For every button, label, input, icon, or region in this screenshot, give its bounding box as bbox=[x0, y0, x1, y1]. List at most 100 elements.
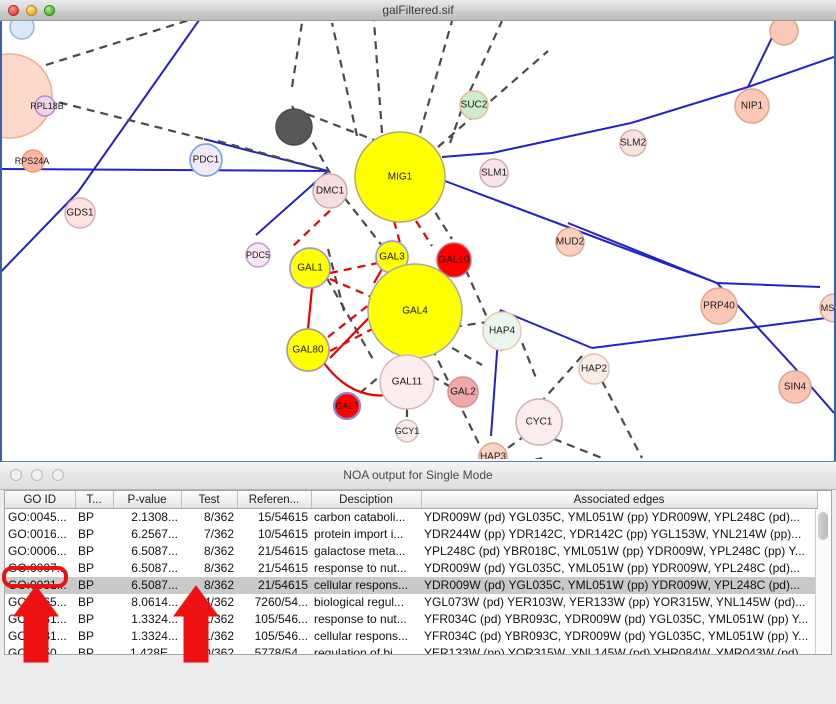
table-header-row: GO ID T... P-value Test Referen... Desciption… bbox=[5, 491, 818, 509]
cell-description: response to nut... bbox=[314, 561, 407, 575]
cell-reference: 21/54615 bbox=[257, 561, 308, 575]
cell-p_value: 6.5087... bbox=[131, 561, 178, 575]
cell-edges: YDR009W (pd) YGL035C, YML051W (pp) YDR00… bbox=[421, 577, 817, 594]
cell-p_value: 1.3324... bbox=[131, 629, 178, 643]
node-mud2[interactable] bbox=[555, 227, 585, 257]
column-header-edges[interactable]: Associated edges bbox=[421, 491, 818, 509]
cell-reference: 15/54615 bbox=[257, 510, 308, 524]
table-row[interactable]: GO:0031... BP 1.3324... 11/362 105/546... res… bbox=[5, 611, 817, 628]
cell-go_id: GO:0006... bbox=[8, 544, 67, 558]
node-topleft-blue[interactable] bbox=[9, 21, 35, 40]
table-row[interactable]: GO:0016... BP 6.2567... 7/362 10/54615 protei… bbox=[5, 526, 817, 543]
noa-close-icon[interactable] bbox=[10, 469, 22, 481]
cell-test: 8/362 bbox=[203, 561, 234, 575]
cell-test: 80/362 bbox=[197, 646, 234, 655]
node-label-rps24a: RPS24A bbox=[15, 156, 50, 166]
cell-description: response to nut... bbox=[314, 612, 407, 626]
cell-type: BP bbox=[78, 629, 95, 643]
node-unlabeled-pink[interactable] bbox=[2, 53, 53, 139]
column-header-reference[interactable]: Referen... bbox=[237, 491, 312, 509]
cell-type: BP bbox=[78, 595, 95, 609]
table-vertical-scrollbar[interactable] bbox=[815, 509, 830, 654]
cell-test: 94/362 bbox=[197, 595, 234, 609]
noa-dialog-title: NOA output for Single Mode bbox=[343, 468, 493, 482]
node-label-dmc1: DMC1 bbox=[316, 186, 345, 197]
cell-test: 7/362 bbox=[203, 527, 234, 541]
node-slm2[interactable] bbox=[619, 129, 647, 157]
node-label-gal80: GAL80 bbox=[292, 345, 324, 356]
column-header-type[interactable]: T... bbox=[75, 491, 114, 509]
table-row[interactable]: GO:0031... BP 1.3324... 11/362 105/546... cel… bbox=[5, 628, 817, 645]
cell-description: biological regul... bbox=[314, 595, 405, 609]
column-header-description[interactable]: Desciption bbox=[311, 491, 422, 509]
network-graph-svg: RPL18B RPS24A GDS1 PDC1 PDC5 DMC1 MIG1 S… bbox=[2, 21, 834, 459]
node-label-pdc5: PDC5 bbox=[246, 250, 270, 260]
cell-p_value: 1.3324... bbox=[131, 612, 178, 626]
noa-traffic-lights bbox=[10, 469, 64, 481]
node-gal2[interactable] bbox=[447, 376, 479, 408]
node-label-mig1: MIG1 bbox=[388, 172, 413, 183]
node-rpl18b[interactable] bbox=[34, 95, 56, 117]
node-dmc1[interactable] bbox=[312, 173, 348, 209]
node-cyc1[interactable] bbox=[515, 398, 563, 446]
table-row[interactable]: GO:0006... BP 6.5087... 8/362 21/54615 galact… bbox=[5, 543, 817, 560]
cell-edges: YGL073W (pd) YER103W, YER133W (pp) YOR31… bbox=[424, 595, 806, 609]
node-suc2[interactable] bbox=[459, 90, 489, 120]
node-gal7[interactable] bbox=[332, 391, 362, 421]
cell-p_value: 2.1308... bbox=[131, 510, 178, 524]
table-row[interactable]: GO:0031... BP 6.5087... 8/362 21/54615 cellul… bbox=[5, 577, 817, 594]
node-gal10[interactable] bbox=[436, 242, 472, 278]
node-unlabeled-top[interactable] bbox=[769, 21, 799, 46]
node-rps24a[interactable] bbox=[21, 149, 45, 173]
node-mig1[interactable] bbox=[354, 131, 446, 223]
noa-maximize-icon[interactable] bbox=[52, 469, 64, 481]
node-prp40[interactable] bbox=[700, 287, 738, 325]
cell-reference: 105/546... bbox=[254, 629, 308, 643]
node-hap3[interactable] bbox=[478, 442, 508, 459]
minimize-icon[interactable] bbox=[26, 5, 37, 16]
node-sin4[interactable] bbox=[778, 370, 812, 404]
node-label-gal1: GAL1 bbox=[297, 263, 323, 274]
cell-go_id: GO:0050... bbox=[8, 646, 67, 655]
column-header-test[interactable]: Test bbox=[181, 491, 238, 509]
column-header-go_id[interactable]: GO ID bbox=[5, 491, 76, 509]
table-row[interactable]: GO:0045... BP 2.1308... 8/362 15/54615 carbon… bbox=[5, 509, 817, 527]
node-msl5[interactable] bbox=[819, 293, 834, 323]
noa-minimize-icon[interactable] bbox=[31, 469, 43, 481]
node-gal1[interactable] bbox=[289, 247, 331, 289]
table-row[interactable]: GO:0007... BP 6.5087... 8/362 21/54615 respon… bbox=[5, 560, 817, 577]
node-label-gds1: GDS1 bbox=[66, 208, 94, 219]
network-canvas[interactable]: RPL18B RPS24A GDS1 PDC1 PDC5 DMC1 MIG1 S… bbox=[0, 21, 836, 461]
cell-go_id: GO:0016... bbox=[8, 527, 67, 541]
cell-type: BP bbox=[78, 612, 95, 626]
node-label-sin4: SIN4 bbox=[784, 382, 807, 393]
table-row[interactable]: GO:0050... BP 1.428E... 80/362 5778/54... reg… bbox=[5, 645, 817, 655]
window-titlebar: galFiltered.sif bbox=[0, 0, 836, 21]
node-gcy1[interactable] bbox=[395, 419, 419, 443]
scrollbar-thumb[interactable] bbox=[818, 512, 828, 540]
node-gal80[interactable] bbox=[286, 328, 330, 372]
cell-description: protein import i... bbox=[314, 527, 404, 541]
node-pdc5[interactable] bbox=[245, 242, 271, 268]
close-icon[interactable] bbox=[8, 5, 19, 16]
column-header-p_value[interactable]: P-value bbox=[113, 491, 182, 509]
cell-go_id: GO:0031... bbox=[5, 577, 75, 594]
cell-edges: YDR009W (pd) YGL035C, YML051W (pp) YDR00… bbox=[424, 510, 800, 524]
table-row[interactable]: GO:0065... BP 8.0614... 94/362 7260/54... bio… bbox=[5, 594, 817, 611]
node-label-cyc1: CYC1 bbox=[526, 417, 553, 428]
node-label-msl5: MSL bbox=[821, 303, 834, 313]
maximize-icon[interactable] bbox=[44, 5, 55, 16]
node-gal11[interactable] bbox=[379, 354, 435, 410]
node-hap4[interactable] bbox=[482, 311, 522, 351]
node-pdc1[interactable] bbox=[189, 143, 223, 177]
results-table-container[interactable]: GO ID T... P-value Test Referen... Desciption… bbox=[4, 490, 832, 655]
cell-go_id: GO:0045... bbox=[8, 510, 67, 524]
node-slm1[interactable] bbox=[479, 158, 509, 188]
node-nip1[interactable] bbox=[734, 88, 770, 124]
node-label-hap2: HAP2 bbox=[581, 364, 608, 375]
window-title: galFiltered.sif bbox=[382, 3, 454, 17]
node-unlabeled-grey[interactable] bbox=[275, 108, 313, 146]
node-gds1[interactable] bbox=[64, 197, 96, 229]
node-hap2[interactable] bbox=[578, 353, 610, 385]
